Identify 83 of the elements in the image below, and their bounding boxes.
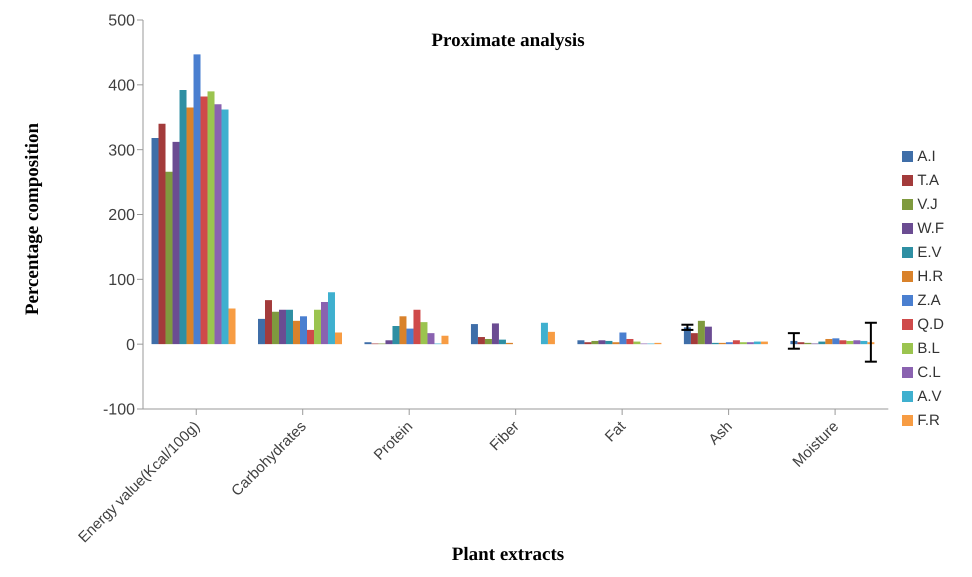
bar — [214, 104, 222, 344]
y-tick-label: 500 — [108, 12, 136, 30]
bar — [200, 96, 208, 344]
y-tick-label: -100 — [102, 402, 136, 419]
bar — [420, 322, 428, 344]
legend-label: A.I — [917, 148, 936, 164]
bar — [860, 340, 868, 344]
bar — [300, 316, 307, 344]
bar — [846, 340, 854, 344]
legend-label: H.R — [917, 268, 944, 284]
bar — [832, 338, 840, 344]
bar — [272, 312, 279, 344]
bar — [399, 316, 406, 344]
bar — [334, 332, 342, 344]
legend-label: W.F — [917, 220, 944, 236]
bar — [320, 302, 328, 344]
bar — [406, 328, 414, 344]
bar — [228, 308, 236, 344]
legend-label: T.A — [917, 172, 940, 188]
legend-label: E.V — [917, 244, 942, 260]
bar — [441, 336, 448, 344]
bar — [825, 338, 832, 344]
bar — [540, 322, 548, 344]
bar — [754, 342, 761, 344]
y-tick-label: 400 — [108, 78, 136, 95]
bar — [186, 108, 194, 344]
bar — [591, 340, 598, 344]
bar — [498, 340, 506, 344]
bar — [194, 54, 201, 344]
legend-label: C.L — [917, 364, 941, 380]
y-tick-label: 0 — [126, 336, 136, 354]
bar — [413, 310, 420, 344]
bar — [839, 340, 846, 344]
bar — [172, 142, 180, 344]
bar — [760, 342, 768, 344]
bar — [853, 340, 860, 344]
text: Proximate analysis — [430, 30, 586, 52]
y-axis-title: Percentage composition — [22, 122, 44, 318]
bar — [180, 90, 187, 344]
bar — [392, 326, 400, 344]
bar — [818, 342, 826, 344]
legend-label: F.R — [917, 412, 940, 428]
y-tick-label: 100 — [108, 272, 136, 290]
y-tick-label: 300 — [108, 142, 136, 160]
bar — [222, 109, 229, 344]
bar — [264, 300, 272, 344]
bar — [286, 310, 293, 344]
bar — [548, 332, 555, 344]
x-tick-label: Ash — [705, 418, 736, 448]
legend-label: Q.D — [917, 316, 944, 332]
bar — [470, 324, 478, 344]
bar — [577, 340, 584, 344]
bar — [306, 330, 314, 344]
legend-label: Z.A — [917, 292, 941, 308]
bar — [484, 338, 492, 344]
x-tick-label: Fat — [602, 417, 630, 446]
bar — [704, 326, 712, 344]
bar — [328, 292, 335, 344]
legend-label: A.V — [917, 388, 942, 404]
bar — [690, 333, 698, 344]
bar — [208, 91, 215, 344]
bar — [619, 332, 626, 344]
x-axis-title: Plant extracts — [450, 544, 566, 566]
bar — [633, 342, 640, 344]
bar — [166, 172, 173, 344]
y-tick-label: 200 — [108, 207, 136, 224]
bar — [605, 340, 612, 344]
bar — [385, 340, 392, 344]
bar — [598, 340, 606, 344]
legend-label: V.J — [917, 196, 938, 212]
bar — [732, 340, 740, 344]
bar — [427, 333, 434, 344]
bar — [258, 318, 265, 344]
bar — [478, 337, 485, 344]
bar — [278, 310, 286, 344]
bar — [292, 320, 300, 344]
bar — [152, 138, 159, 344]
bar — [626, 338, 634, 344]
legend-label: B.L — [917, 340, 940, 356]
bar — [698, 320, 705, 344]
bar — [158, 124, 166, 344]
bar — [314, 310, 321, 344]
bar — [492, 323, 499, 344]
